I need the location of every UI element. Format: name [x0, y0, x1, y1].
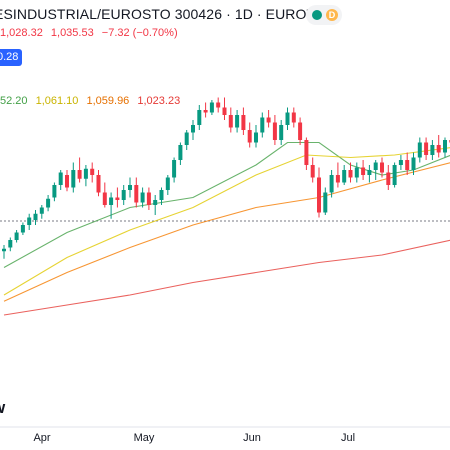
candle — [33, 210, 38, 225]
candle — [172, 157, 177, 183]
candle — [184, 130, 189, 150]
candle — [39, 205, 44, 219]
candle — [197, 105, 202, 130]
candle — [83, 165, 88, 187]
ma-line-1 — [3, 147, 450, 296]
x-tick-apr: Apr — [33, 432, 50, 444]
candle — [178, 142, 183, 165]
candle — [411, 152, 416, 175]
watermark-logo: w — [0, 398, 5, 418]
candle — [247, 122, 252, 148]
ma-line-0 — [3, 141, 450, 268]
candle — [235, 110, 240, 133]
candle — [304, 137, 309, 170]
candle — [140, 187, 145, 208]
ma-legend-3: 1,023.23 — [137, 95, 181, 107]
candle — [58, 170, 63, 190]
candle — [153, 195, 158, 215]
candle — [228, 107, 233, 133]
candle — [65, 170, 69, 192]
candle — [121, 185, 126, 205]
candle — [46, 195, 51, 212]
candle — [285, 107, 290, 130]
delayed-badge: D — [326, 9, 338, 21]
candle — [329, 170, 334, 198]
x-tick-may: May — [134, 432, 155, 444]
ma-legend-1: 1,061.10 — [35, 95, 79, 107]
candle — [323, 187, 328, 215]
ohlc-close: 1,035.53 — [50, 27, 94, 39]
candle — [272, 115, 277, 145]
candle — [14, 230, 19, 243]
ohlc-change: −7.32 (−0.70%) — [101, 27, 178, 39]
candle — [20, 222, 25, 235]
candle — [71, 162, 76, 193]
candle — [443, 137, 447, 158]
candle — [203, 102, 208, 118]
chart-header: ESINDUSTRIAL/EUROSTO 300426 · 1D · EUROT… — [0, 0, 450, 70]
candle — [417, 137, 422, 163]
ohlc-high: 1,028.32 — [0, 27, 43, 39]
ohlc-values: 1,028.32 1,035.53 −7.32 (−0.70%) — [0, 27, 183, 39]
candle — [317, 167, 321, 218]
candle — [342, 165, 347, 185]
candle — [216, 97, 221, 113]
ma-legend-0: 52.20 — [0, 95, 28, 107]
time-axis: Apr May Jun Jul — [33, 432, 355, 444]
candle — [241, 107, 246, 135]
candle — [386, 165, 391, 190]
candle — [254, 125, 258, 148]
candle — [310, 157, 315, 183]
candle — [128, 177, 132, 198]
candle — [165, 175, 170, 195]
market-status-pill[interactable]: D — [306, 5, 342, 25]
candle — [191, 120, 195, 140]
symbol-title[interactable]: ESINDUSTRIAL/EUROSTO 300426 · 1D · EUROT… — [0, 6, 333, 22]
candle — [222, 97, 227, 120]
candle — [405, 152, 410, 175]
candle — [27, 213, 32, 230]
moving-averages — [3, 141, 450, 316]
ma-line-2 — [3, 162, 450, 302]
ma-legend-2: 1,059.96 — [86, 95, 130, 107]
candle — [279, 120, 284, 145]
candles — [2, 97, 450, 259]
value-chip[interactable]: 0.28 — [0, 49, 22, 66]
candle — [109, 192, 114, 219]
candle — [102, 182, 107, 208]
candle — [335, 162, 340, 188]
candle — [77, 157, 82, 183]
candle — [291, 107, 296, 128]
candle — [96, 170, 101, 197]
candle — [436, 135, 441, 158]
candle — [367, 165, 372, 183]
candle — [266, 110, 271, 128]
candle — [361, 160, 366, 180]
candle — [159, 187, 164, 205]
candle — [354, 162, 359, 183]
candle — [2, 245, 6, 259]
candle — [209, 100, 214, 115]
x-tick-jul: Jul — [341, 432, 355, 444]
x-tick-jun: Jun — [243, 432, 261, 444]
candle — [90, 162, 95, 183]
candle — [424, 137, 429, 160]
candle — [260, 112, 265, 138]
ma-line-3 — [3, 239, 450, 316]
candle — [115, 187, 120, 208]
ma-legend: 52.20 1,061.10 1,059.96 1,023.23 — [0, 95, 185, 107]
candle — [298, 117, 303, 145]
candle — [52, 182, 57, 202]
candle — [430, 140, 435, 160]
candle — [8, 237, 13, 252]
candle — [373, 160, 378, 180]
candle — [134, 177, 139, 208]
candle — [380, 157, 384, 178]
status-dot-icon — [312, 10, 322, 20]
candle — [146, 187, 151, 210]
candle — [348, 162, 353, 183]
candle — [392, 162, 397, 188]
candle — [398, 155, 403, 170]
